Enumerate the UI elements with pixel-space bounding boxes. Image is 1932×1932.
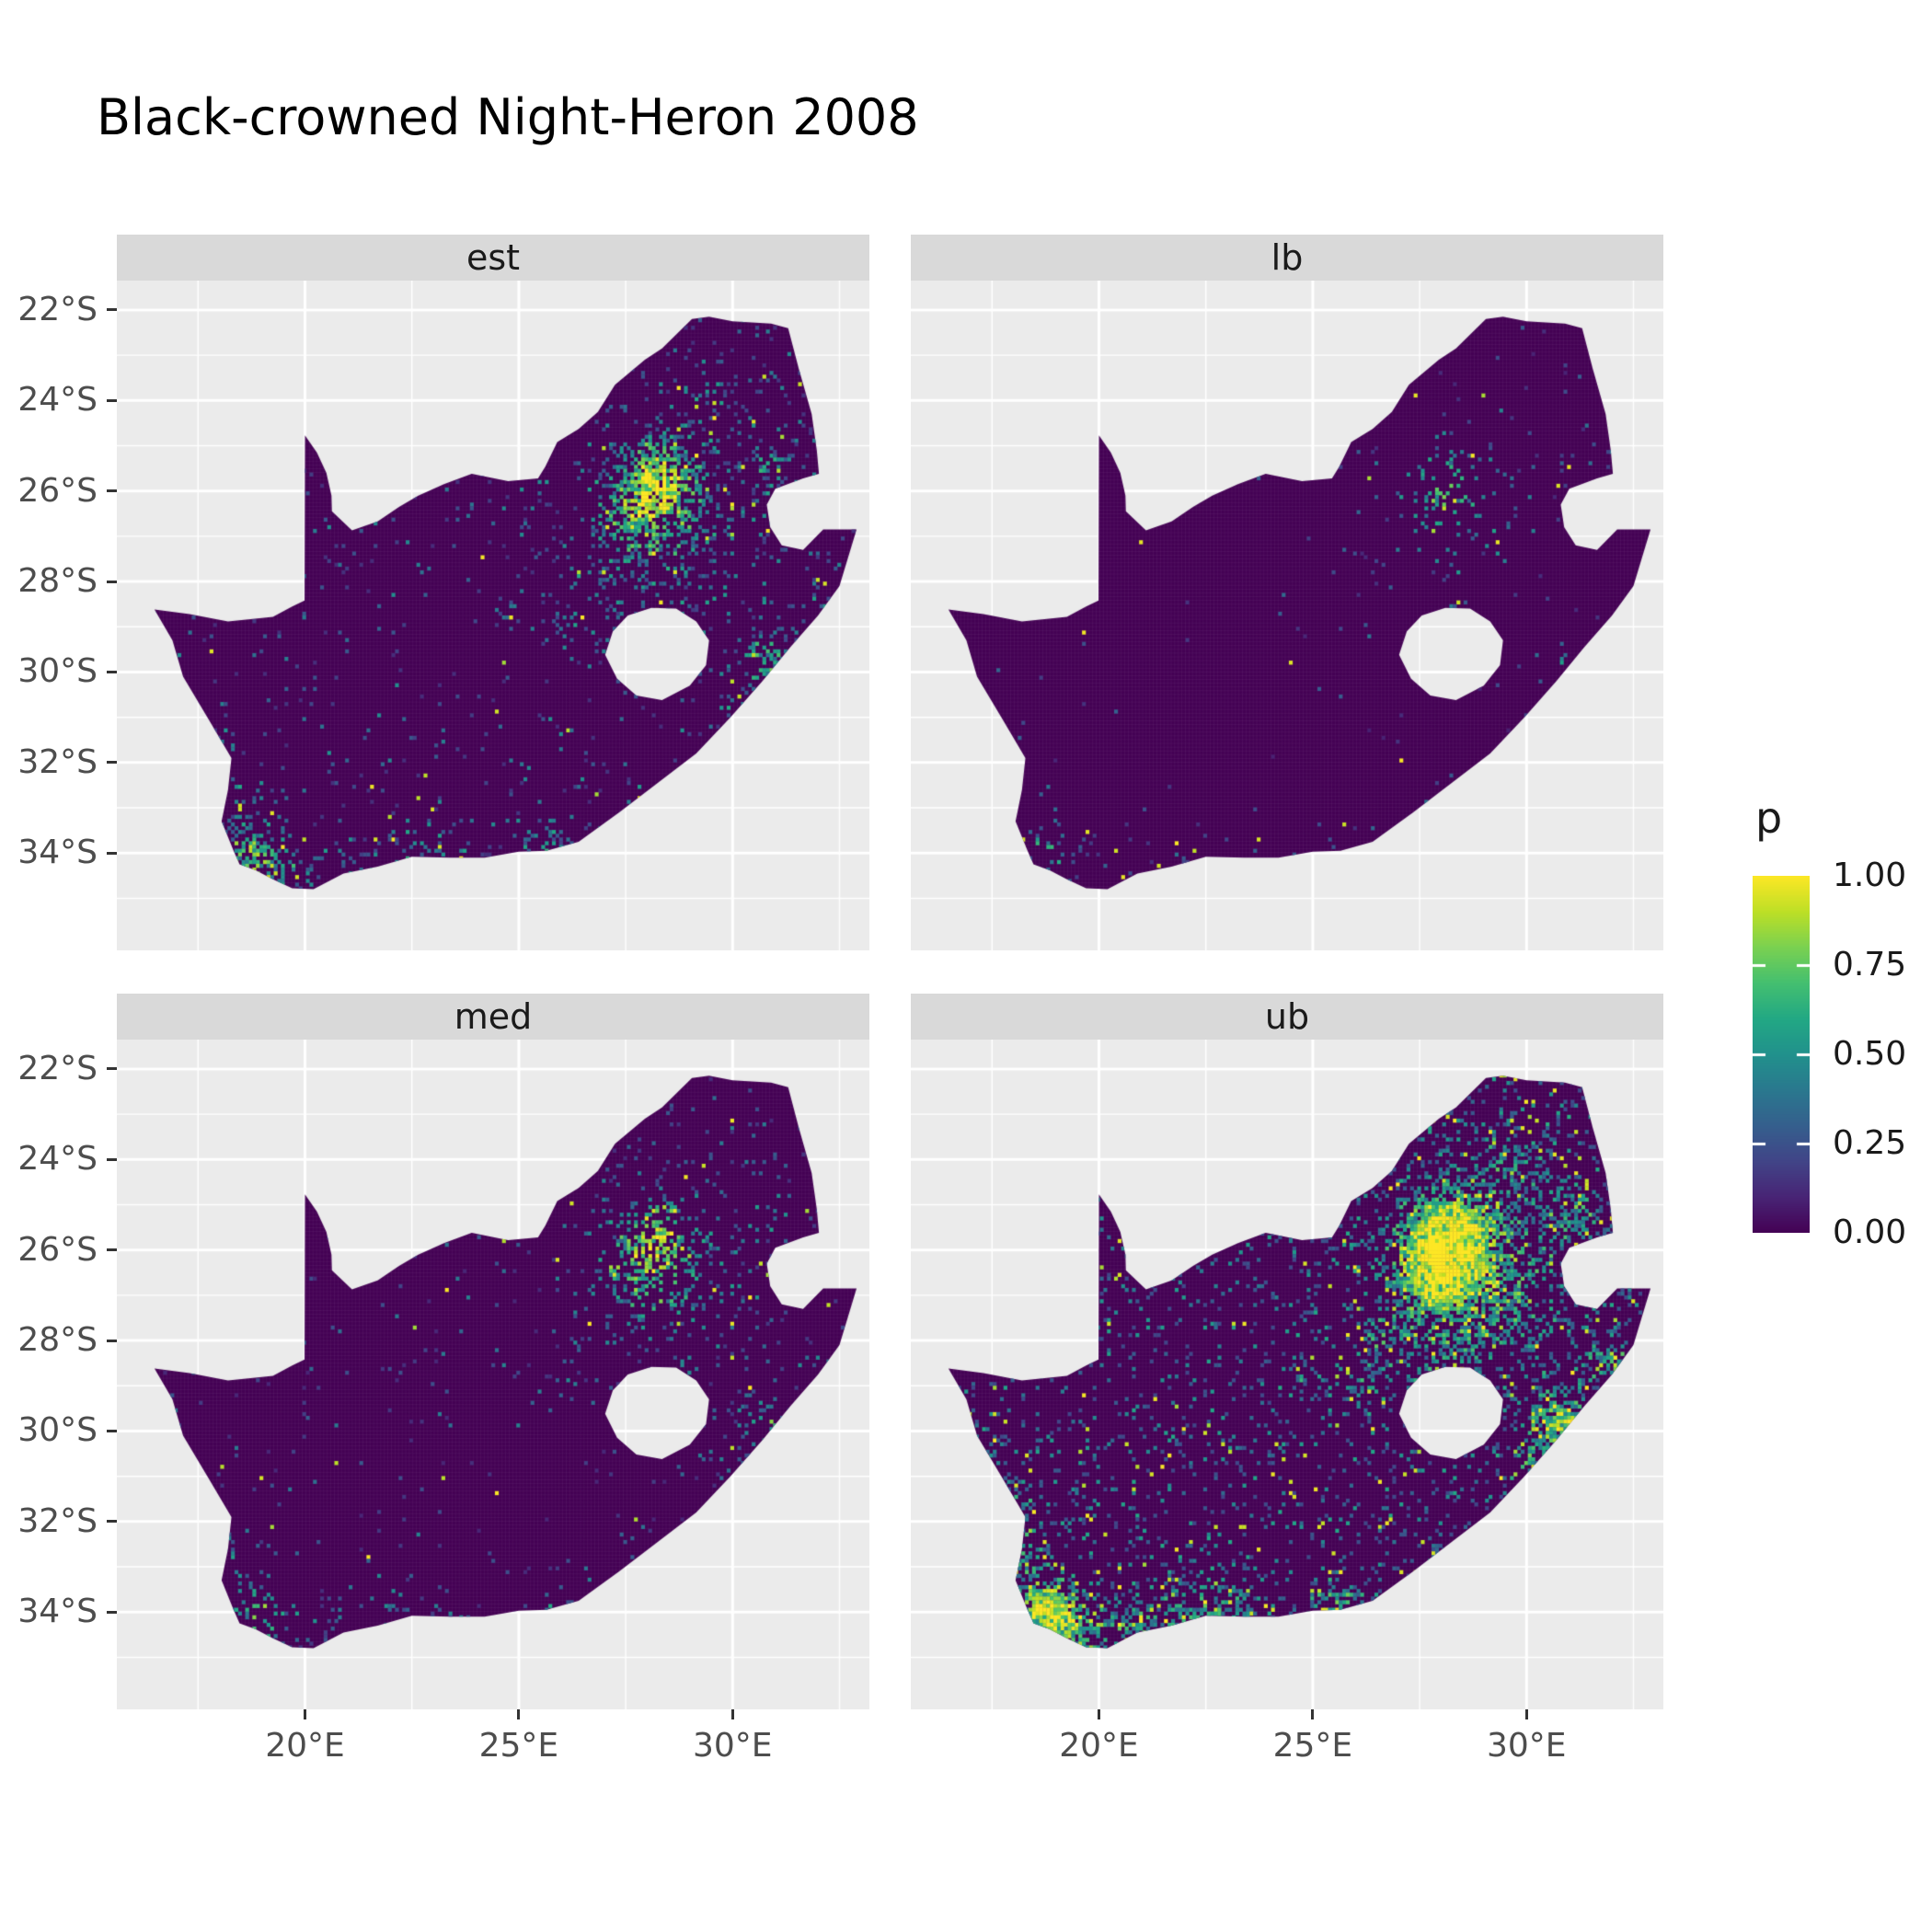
x-tick-mark: [730, 1709, 734, 1719]
legend-title: p: [1755, 793, 1783, 843]
map-panel-lb: [911, 281, 1663, 950]
facet-med: med: [117, 994, 869, 1709]
y-tick-mark: [107, 1157, 117, 1161]
facet-est: est: [117, 235, 869, 950]
legend-colorbar: [1753, 876, 1810, 1233]
y-axis-label: 24°S: [17, 1140, 98, 1179]
x-tick-mark: [1311, 1709, 1315, 1719]
x-axis-label: 25°E: [478, 1727, 559, 1765]
y-tick-mark: [107, 398, 117, 402]
y-axis-label: 22°S: [17, 1049, 98, 1087]
map-panel-ub: [911, 1040, 1663, 1709]
legend-tick-label: 0.50: [1833, 1035, 1907, 1073]
facet-strip-label: lb: [1271, 237, 1304, 278]
facet-strip-label: est: [466, 237, 521, 278]
y-axis-label: 22°S: [17, 290, 98, 328]
y-axis-label: 32°S: [17, 742, 98, 781]
y-tick-mark: [107, 670, 117, 673]
y-tick-mark: [107, 1610, 117, 1614]
y-tick-mark: [107, 761, 117, 765]
y-axis-label: 26°S: [17, 471, 98, 510]
y-axis-label: 24°S: [17, 381, 98, 420]
facet-strip-lb: lb: [911, 235, 1663, 281]
facet-lb: lb: [911, 235, 1663, 950]
facet-strip-label: ub: [1264, 996, 1310, 1037]
y-tick-mark: [107, 851, 117, 855]
y-axis-label: 28°S: [17, 562, 98, 601]
x-axis-label: 30°E: [692, 1727, 773, 1765]
y-axis-label: 30°S: [17, 652, 98, 691]
y-tick-mark: [107, 580, 117, 583]
legend-tick-label: 0.25: [1833, 1124, 1907, 1162]
x-axis-label: 25°E: [1272, 1727, 1353, 1765]
y-axis-label: 32°S: [17, 1501, 98, 1540]
x-tick-mark: [304, 1709, 306, 1719]
y-tick-mark: [107, 1248, 117, 1252]
y-axis-label: 34°S: [17, 1593, 98, 1631]
x-tick-mark: [517, 1709, 521, 1719]
map-panel-med: [117, 1040, 869, 1709]
y-tick-mark: [107, 1520, 117, 1524]
map-panel-est: [117, 281, 869, 950]
facet-strip-label: med: [454, 996, 533, 1037]
y-axis-label: 28°S: [17, 1321, 98, 1360]
y-axis-label: 34°S: [17, 834, 98, 872]
legend-tick-label: 0.00: [1833, 1213, 1907, 1251]
legend-tick-label: 0.75: [1833, 946, 1907, 983]
y-tick-mark: [107, 1339, 117, 1342]
y-axis-label: 26°S: [17, 1230, 98, 1269]
facet-strip-med: med: [117, 994, 869, 1040]
y-tick-mark: [107, 308, 117, 312]
y-axis-label: 30°S: [17, 1411, 98, 1450]
x-tick-mark: [1524, 1709, 1528, 1719]
plot-title: Black-crowned Night-Heron 2008: [97, 88, 919, 146]
facet-ub: ub: [911, 994, 1663, 1709]
y-tick-mark: [107, 489, 117, 493]
legend-tick-label: 1.00: [1833, 857, 1907, 894]
x-axis-label: 30°E: [1486, 1727, 1567, 1765]
facet-strip-est: est: [117, 235, 869, 281]
y-tick-mark: [107, 1429, 117, 1432]
x-axis-label: 20°E: [1059, 1727, 1139, 1765]
y-tick-mark: [107, 1067, 117, 1071]
facet-strip-ub: ub: [911, 994, 1663, 1040]
x-axis-label: 20°E: [265, 1727, 345, 1765]
x-tick-mark: [1098, 1709, 1100, 1719]
